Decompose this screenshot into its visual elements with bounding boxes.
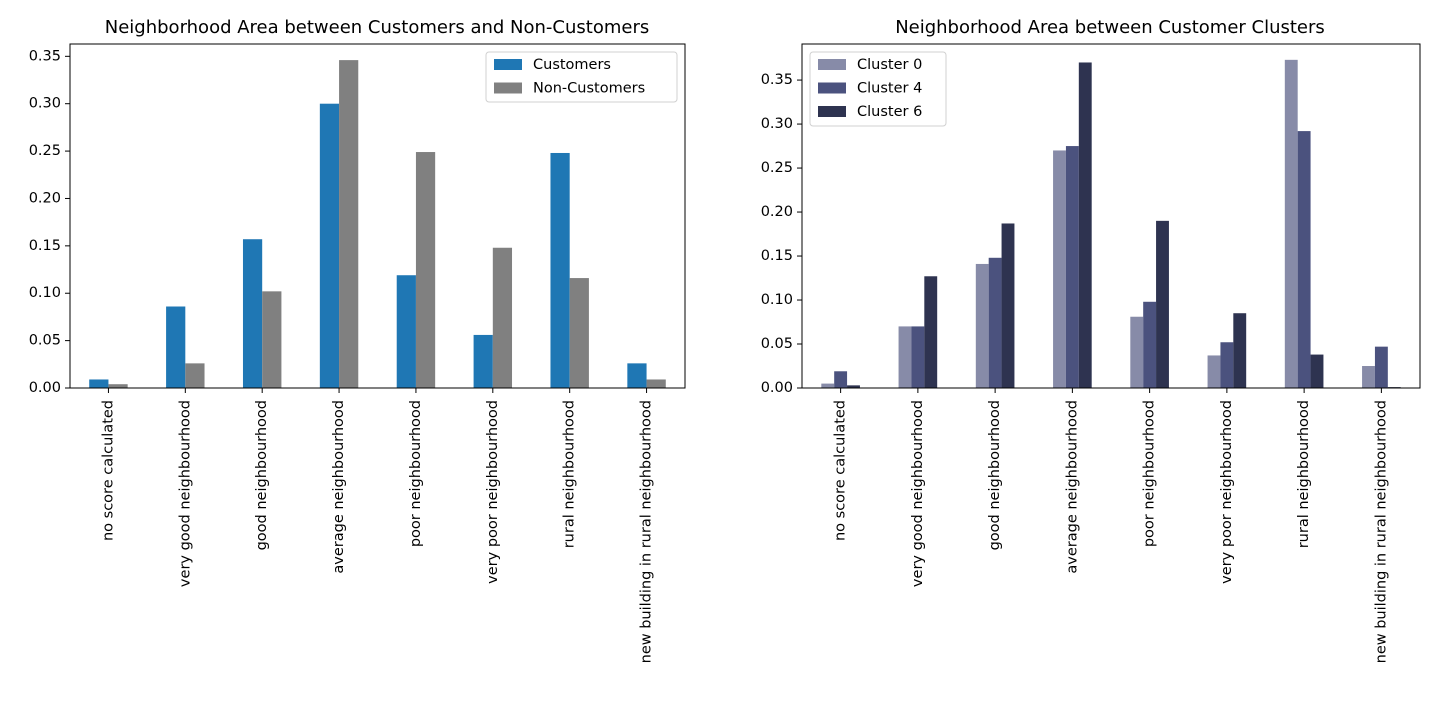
bar: [1156, 220, 1169, 388]
bar: [1207, 355, 1221, 388]
legend: Customers Non-Customers: [485, 51, 678, 103]
bar: [1297, 131, 1311, 388]
legend-label: Customers: [533, 57, 611, 73]
bar: [569, 278, 589, 388]
bar: [1130, 316, 1144, 388]
x-tick-label: good neighbourhood: [254, 400, 270, 550]
y-tick-label: 0.15: [761, 248, 793, 264]
legend-swatch: [494, 82, 522, 94]
bar: [166, 306, 186, 388]
x-tick-label: poor neighbourhood: [1142, 400, 1158, 547]
bar: [911, 326, 925, 388]
bar: [242, 239, 263, 388]
y-tick-label: 0.10: [761, 292, 793, 308]
bar: [646, 379, 666, 388]
bar: [975, 263, 989, 388]
legend-label: Cluster 0: [857, 57, 922, 73]
y-tick-label: 0.05: [29, 333, 61, 349]
bar: [1233, 313, 1247, 388]
y-tick-label: 0.00: [29, 380, 61, 396]
y-tick-label: 0.20: [761, 204, 793, 220]
bar: [396, 275, 416, 388]
bar: [185, 363, 205, 388]
y-tick-label: 0.00: [761, 380, 793, 396]
bar: [415, 152, 436, 388]
x-tick-label: average neighbourhood: [331, 400, 347, 574]
bar: [1362, 366, 1375, 388]
bar: [1143, 301, 1157, 388]
legend-swatch: [818, 82, 846, 94]
legend-swatch: [494, 59, 522, 70]
bar: [108, 384, 128, 388]
y-tick-label: 0.30: [29, 96, 61, 112]
bar: [1310, 354, 1324, 388]
x-tick-label: very good neighbourhood: [910, 400, 926, 587]
legend-swatch: [818, 106, 846, 117]
x-tick-label: new building in rural neighbourhood: [639, 400, 655, 663]
x-tick-label: rural neighbourhood: [562, 400, 578, 548]
bar: [1284, 59, 1298, 389]
bar: [924, 276, 938, 388]
bar: [262, 291, 282, 388]
bar: [1374, 346, 1388, 388]
legend-swatch: [818, 59, 846, 70]
bar: [339, 60, 359, 389]
plot-frame: [69, 43, 686, 389]
bar: [319, 103, 340, 388]
bar: [1001, 223, 1015, 388]
bar: [847, 385, 860, 388]
y-tick-label: 0.25: [29, 143, 61, 159]
x-tick-label: new building in rural neighbourhood: [1373, 400, 1389, 663]
x-tick-label: poor neighbourhood: [408, 400, 424, 547]
y-tick-label: 0.10: [29, 285, 61, 301]
bar: [1078, 62, 1092, 388]
x-tick-label: very poor neighbourhood: [1219, 400, 1235, 584]
x-tick-label: good neighbourhood: [987, 400, 1003, 550]
x-tick-label: very good neighbourhood: [177, 400, 193, 587]
legend-label: Cluster 4: [857, 81, 922, 97]
bar: [1065, 146, 1079, 388]
bar: [627, 363, 647, 388]
bar: [988, 257, 1002, 388]
y-tick-label: 0.05: [761, 336, 793, 352]
bar: [492, 247, 513, 388]
chart-title: Neighborhood Area between Customer Clust…: [895, 17, 1325, 38]
bar: [1220, 342, 1234, 388]
legend-label: Cluster 6: [857, 104, 922, 120]
bar: [473, 334, 493, 388]
y-tick-label: 0.35: [29, 48, 61, 64]
chart-customers-vs-noncustomers: Neighborhood Area between Customers and …: [29, 17, 686, 663]
bar: [898, 326, 912, 388]
y-tick-label: 0.20: [29, 190, 61, 206]
plot-frame: [801, 43, 1421, 389]
legend-box: [485, 51, 678, 103]
y-tick-label: 0.35: [761, 72, 793, 88]
x-tick-label: very poor neighbourhood: [485, 400, 501, 584]
bar: [1053, 150, 1066, 388]
chart-title: Neighborhood Area between Customers and …: [105, 17, 650, 38]
y-tick-label: 0.30: [761, 116, 793, 132]
y-tick-label: 0.25: [761, 160, 793, 176]
legend-label: Non-Customers: [533, 81, 645, 97]
x-tick-label: no score calculated: [100, 400, 116, 541]
legend: Cluster 0 Cluster 4 Cluster 6: [809, 51, 947, 127]
bar: [834, 371, 848, 388]
chart-customer-clusters: Neighborhood Area between Customer Clust…: [761, 17, 1421, 663]
y-tick-label: 0.15: [29, 238, 61, 254]
bar: [550, 152, 570, 388]
x-tick-label: average neighbourhood: [1064, 400, 1080, 574]
bar: [89, 379, 109, 388]
x-tick-label: rural neighbourhood: [1296, 400, 1312, 548]
bar: [821, 383, 835, 388]
x-tick-label: no score calculated: [833, 400, 849, 541]
